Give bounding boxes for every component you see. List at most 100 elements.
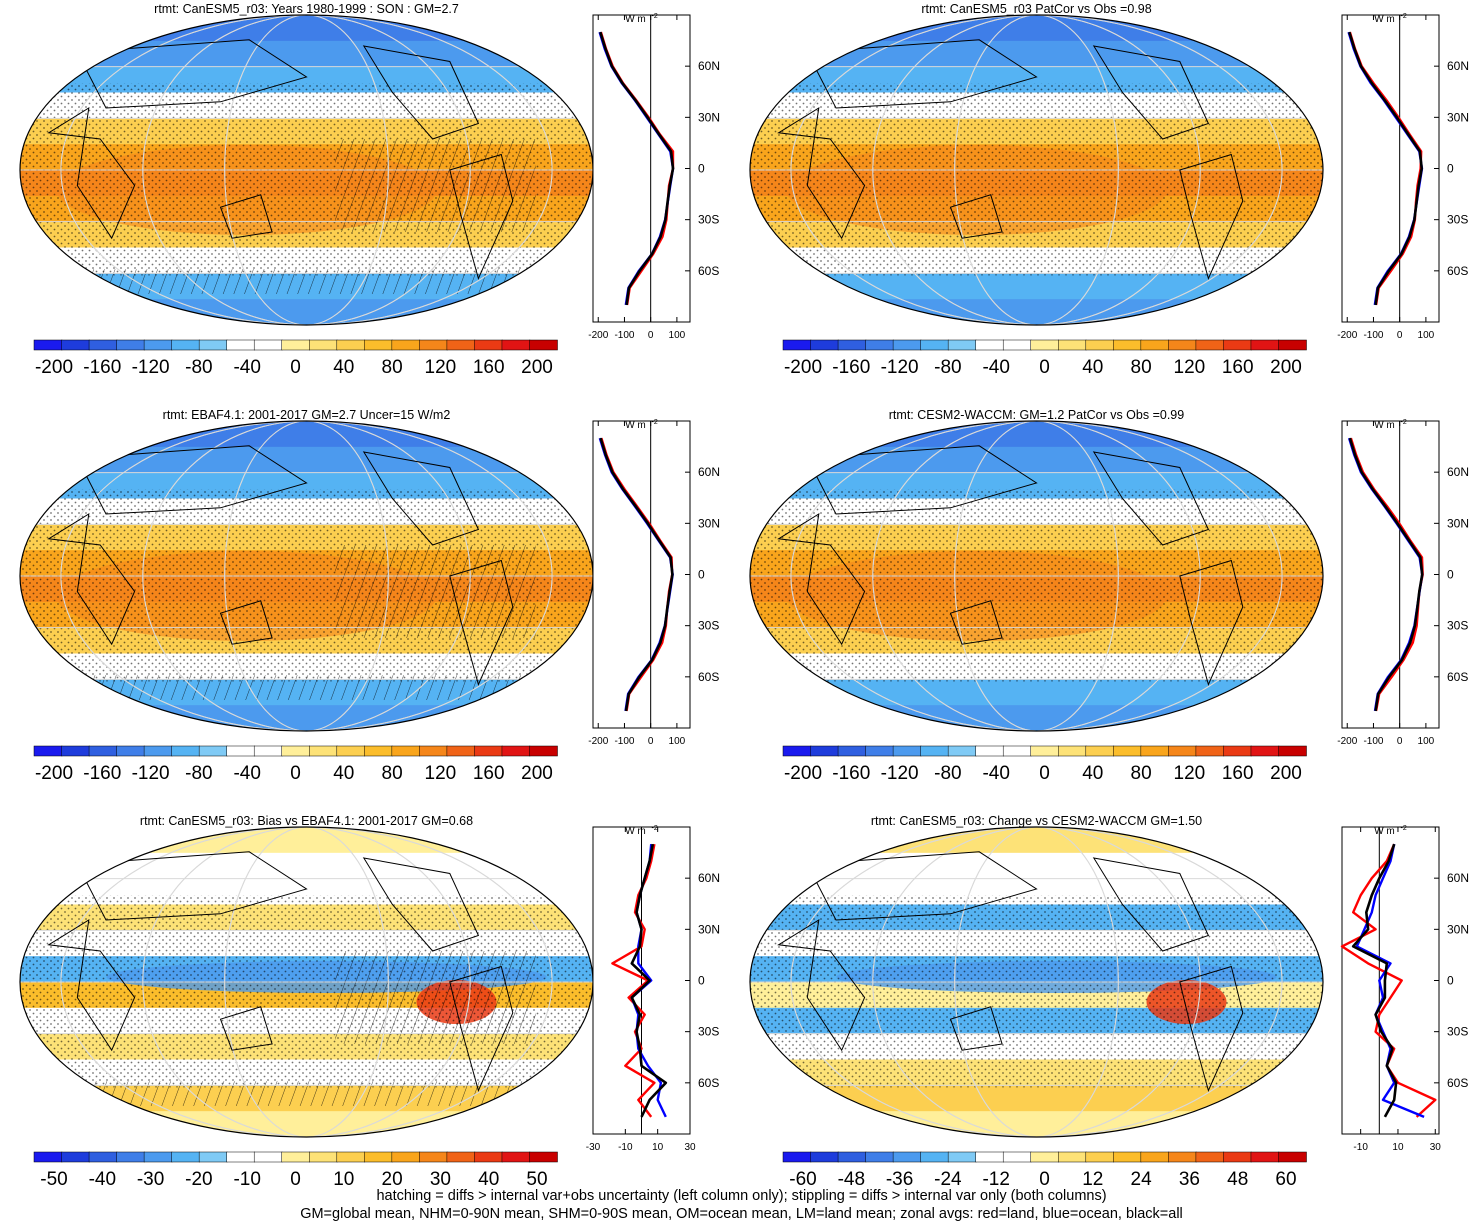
continent-outline	[219, 1006, 273, 1051]
colorbar-box	[975, 339, 1004, 351]
graticule-lon	[790, 421, 1283, 731]
x-tick-label: 0	[648, 736, 654, 747]
hatching	[335, 951, 536, 1044]
x-tick-label: -200	[1337, 736, 1357, 747]
colorbar-label: -80	[185, 357, 212, 378]
map-band	[750, 679, 1323, 707]
continent-outline	[449, 153, 514, 280]
lat-label: 60N	[698, 871, 720, 885]
graticule-lon	[60, 421, 553, 731]
colorbar-label: 120	[1174, 763, 1206, 784]
colorbar-box	[1140, 745, 1170, 757]
colorbar-label: 40	[1082, 763, 1103, 784]
colorbar-box	[33, 1151, 63, 1163]
colorbar-box	[810, 1151, 839, 1163]
zonal-units: W m	[625, 14, 646, 25]
continent-outline	[219, 600, 273, 645]
continent-outline	[449, 965, 514, 1092]
colorbar-box	[1113, 745, 1142, 757]
continent-outline	[76, 445, 308, 515]
colorbar-label: -40	[233, 763, 260, 784]
colorbar-label: 160	[473, 357, 505, 378]
colorbar-box	[501, 1151, 531, 1163]
colorbar-box	[61, 339, 90, 351]
continent-outline	[47, 513, 136, 646]
colorbar-label: 40	[1082, 357, 1103, 378]
graticule-lon	[224, 421, 389, 731]
graticule-lon	[142, 827, 471, 1137]
colorbar-box	[446, 339, 476, 351]
lat-label: 60N	[698, 59, 720, 73]
lat-label: 30N	[1447, 516, 1469, 530]
colorbar-label: 30	[430, 1169, 451, 1190]
x-tick-label: -10	[618, 1142, 633, 1153]
colorbar-label: -200	[784, 763, 822, 784]
colorbar-box	[116, 339, 145, 351]
colorbar-box	[920, 339, 949, 351]
map-border	[749, 826, 1324, 1138]
map	[20, 421, 593, 731]
colorbar-box	[33, 745, 63, 757]
colorbar-box	[1002, 339, 1032, 351]
colorbar-label: 200	[1270, 357, 1302, 378]
colorbar-box	[782, 1151, 812, 1163]
zonal-units: W m	[1374, 826, 1395, 837]
panel-middle-left: rtmt: EBAF4.1: 2001-2017 GM=2.7 Uncer=15…	[19, 408, 720, 784]
colorbar-label: -200	[35, 357, 73, 378]
map-band	[20, 40, 593, 68]
colorbar-box	[1195, 1151, 1225, 1163]
colorbar-box	[88, 1151, 118, 1163]
colorbar-box	[1250, 1151, 1280, 1163]
colorbar-label: -160	[832, 357, 870, 378]
colorbar: -200 -160 -120 -80 -40 0 40 80 120 160 200	[782, 745, 1307, 784]
lat-label: 60S	[698, 264, 719, 278]
map	[20, 827, 593, 1137]
colorbar-box	[975, 1151, 1004, 1163]
continent-outline	[1092, 857, 1210, 952]
colorbar-label: 200	[1270, 763, 1302, 784]
zonal-all-line	[1348, 437, 1424, 712]
colorbar-label: -80	[934, 357, 961, 378]
lat-label: 30N	[1447, 110, 1469, 124]
colorbar-label: 160	[1222, 763, 1254, 784]
colorbar-box	[920, 1151, 949, 1163]
colorbar-box	[1223, 339, 1252, 351]
colorbar-label: 40	[333, 763, 354, 784]
colorbar-box	[1113, 1151, 1142, 1163]
x-tick-label: -100	[614, 330, 634, 341]
colorbar-label: 12	[1082, 1169, 1103, 1190]
graticule-lon	[872, 421, 1201, 731]
colorbar-label: 0	[290, 763, 301, 784]
colorbar-box	[865, 339, 894, 351]
zonal-frame	[1341, 826, 1440, 1135]
colorbar-label: -120	[132, 357, 170, 378]
colorbar-box	[364, 1151, 393, 1163]
lat-label: 30N	[1447, 922, 1469, 936]
colorbar-label: 80	[382, 763, 403, 784]
zonal-all-line	[630, 843, 668, 1118]
colorbar-box	[501, 339, 531, 351]
continent-outline	[1092, 451, 1210, 546]
colorbar-box	[529, 745, 558, 757]
colorbar-box	[810, 339, 839, 351]
colorbar-label: 0	[1039, 1169, 1050, 1190]
colorbar-box	[1113, 339, 1142, 351]
colorbar-box	[892, 745, 922, 757]
lat-label: 30S	[698, 213, 719, 227]
colorbar-box	[947, 339, 977, 351]
zonal-mean-plot: W m -2 60N 30N 0 30S 60S -200 -100 0 100	[588, 13, 720, 341]
continent-outline	[806, 39, 1038, 109]
lat-label: 60N	[1447, 59, 1469, 73]
lat-label: 30S	[1447, 619, 1468, 633]
continent-outline	[362, 451, 480, 546]
colorbar-box	[1278, 339, 1307, 351]
colorbar-label: -160	[83, 357, 121, 378]
colorbar-box	[1002, 1151, 1032, 1163]
colorbar-box	[975, 745, 1004, 757]
lat-label: 30S	[698, 1025, 719, 1039]
continent-outline	[1092, 45, 1210, 140]
lat-label: 0	[698, 162, 705, 176]
colorbar-box	[1278, 745, 1307, 757]
colorbar-label: 0	[1039, 357, 1050, 378]
colorbar-box	[446, 745, 476, 757]
